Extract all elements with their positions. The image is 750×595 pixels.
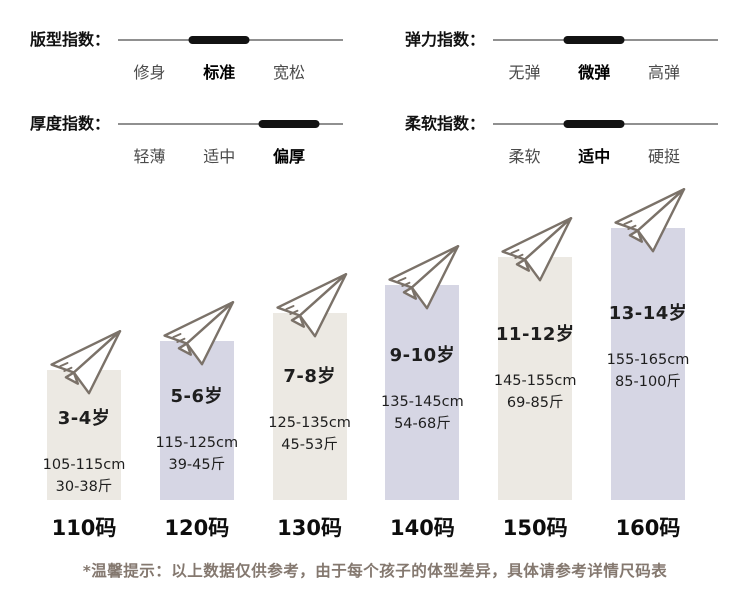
index-block-elasticity: 弹力指数： 无弹 微弹 高弹 (405, 30, 718, 84)
fit-index-label: 版型指数： (30, 30, 111, 49)
option-label: 微弹 (578, 63, 611, 82)
weight-range: 45-53斤 (281, 436, 338, 453)
size-code-label: 160码 (615, 516, 681, 540)
softness-index-label: 柔软指数： (405, 114, 486, 133)
fit-slider-options: 修身 标准 宽松 (118, 62, 343, 84)
index-block-softness: 柔软指数： 柔软 适中 硬挺 (405, 114, 718, 168)
option-label: 适中 (578, 147, 611, 166)
height-range: 115-125cm (155, 435, 239, 452)
age-range-label: 3-4岁 (57, 407, 111, 429)
index-block-thickness: 厚度指数： 轻薄 适中 偏厚 (30, 114, 343, 168)
paper-plane-icon (163, 300, 234, 366)
option-label: 适中 (203, 147, 236, 166)
paper-plane-icon (614, 187, 686, 253)
option-label: 无弹 (508, 63, 541, 82)
weight-range: 85-100斤 (615, 373, 681, 390)
bar-text: 7-8岁 125-135cm 45-53斤 (267, 362, 353, 456)
size-bar-column: 13-14岁 155-165cm 85-100斤 160码 (607, 187, 689, 540)
size-code-label: 140码 (389, 516, 455, 540)
size-bar-column: 11-12岁 145-155cm 69-85斤 150码 (494, 216, 577, 540)
slider-thumb (258, 120, 320, 128)
elasticity-slider (493, 34, 718, 46)
thickness-index-label: 厚度指数： (30, 114, 111, 133)
size-code-label: 150码 (502, 516, 568, 540)
size-bar: 9-10岁 135-145cm 54-68斤 (381, 244, 464, 500)
thickness-slider (118, 118, 343, 130)
elasticity-slider-options: 无弹 微弹 高弹 (493, 62, 718, 84)
bar-text: 13-14岁 155-165cm 85-100斤 (605, 299, 691, 393)
bar-text: 11-12岁 145-155cm 69-85斤 (492, 320, 578, 414)
option-label: 偏厚 (272, 147, 306, 166)
age-range-label: 7-8岁 (283, 365, 336, 387)
size-bar: 3-4岁 105-115cm 30-38斤 (43, 329, 125, 500)
slider-track (118, 123, 343, 125)
height-weight-label: 155-165cm 85-100斤 (605, 349, 691, 393)
size-bar: 13-14岁 155-165cm 85-100斤 (607, 187, 689, 500)
height-range: 135-145cm (381, 393, 464, 410)
weight-range: 54-68斤 (394, 415, 451, 432)
option-label: 宽松 (272, 63, 306, 82)
size-bar-column: 3-4岁 105-115cm 30-38斤 110码 (43, 329, 125, 540)
fit-slider (118, 34, 343, 46)
option-label: 轻薄 (133, 147, 166, 166)
index-sliders-section: 版型指数： 修身 标准 宽松 弹力指数： 无弹 微弹 高弹 (0, 0, 750, 168)
size-bar-column: 9-10岁 135-145cm 54-68斤 140码 (381, 244, 464, 540)
size-code-label: 130码 (277, 516, 343, 540)
option-label: 硬挺 (647, 147, 681, 166)
paper-plane-icon (50, 329, 122, 395)
footnote: *温馨提示：以上数据仅供参考，由于每个孩子的体型差异，具体请参考详情尺码表 (82, 562, 668, 580)
paper-plane-icon (501, 216, 573, 282)
bar-text: 3-4岁 105-115cm 30-38斤 (41, 404, 127, 498)
softness-slider-options: 柔软 适中 硬挺 (493, 146, 718, 168)
height-range: 105-115cm (42, 456, 126, 473)
age-range-label: 11-12岁 (495, 324, 575, 346)
weight-range: 69-85斤 (506, 395, 564, 412)
size-chart: 3-4岁 105-115cm 30-38斤 110码 5-6岁 115-125cm 39-4… (43, 187, 689, 540)
option-label: 柔软 (508, 147, 541, 166)
height-range: 155-165cm (606, 351, 690, 368)
size-bar: 5-6岁 115-125cm 39-45斤 (155, 300, 238, 500)
thickness-slider-options: 轻薄 适中 偏厚 (118, 146, 343, 168)
option-label: 修身 (133, 63, 166, 82)
height-weight-label: 145-155cm 69-85斤 (492, 370, 578, 414)
size-bar: 11-12岁 145-155cm 69-85斤 (494, 216, 577, 500)
size-bar-column: 5-6岁 115-125cm 39-45斤 120码 (155, 300, 238, 540)
height-weight-label: 105-115cm 30-38斤 (41, 454, 127, 498)
slider-thumb (563, 120, 625, 128)
weight-range: 39-45斤 (168, 457, 226, 474)
height-weight-label: 125-135cm 45-53斤 (267, 412, 353, 456)
weight-range: 30-38斤 (55, 478, 113, 495)
age-range-label: 13-14岁 (608, 302, 688, 324)
age-range-label: 9-10岁 (389, 344, 456, 366)
option-label: 标准 (203, 63, 236, 82)
softness-slider (493, 118, 718, 130)
height-weight-label: 135-145cm 54-68斤 (379, 391, 465, 435)
paper-plane-icon (388, 244, 460, 310)
height-weight-label: 115-125cm 39-45斤 (154, 432, 240, 476)
size-bar: 7-8岁 125-135cm 45-53斤 (268, 272, 351, 500)
age-range-label: 5-6岁 (170, 386, 224, 408)
size-code-label: 110码 (51, 516, 117, 540)
elasticity-index-label: 弹力指数： (405, 30, 486, 49)
slider-thumb (188, 36, 250, 44)
size-code-label: 120码 (164, 516, 230, 540)
option-label: 高弹 (647, 63, 681, 82)
paper-plane-icon (275, 272, 347, 338)
height-range: 145-155cm (493, 373, 577, 390)
bar-text: 5-6岁 115-125cm 39-45斤 (154, 382, 240, 476)
index-block-fit: 版型指数： 修身 标准 宽松 (30, 30, 343, 84)
bar-text: 9-10岁 135-145cm 54-68斤 (379, 341, 465, 435)
slider-thumb (563, 36, 625, 44)
size-bar-column: 7-8岁 125-135cm 45-53斤 130码 (268, 272, 351, 540)
height-range: 125-135cm (268, 414, 351, 431)
